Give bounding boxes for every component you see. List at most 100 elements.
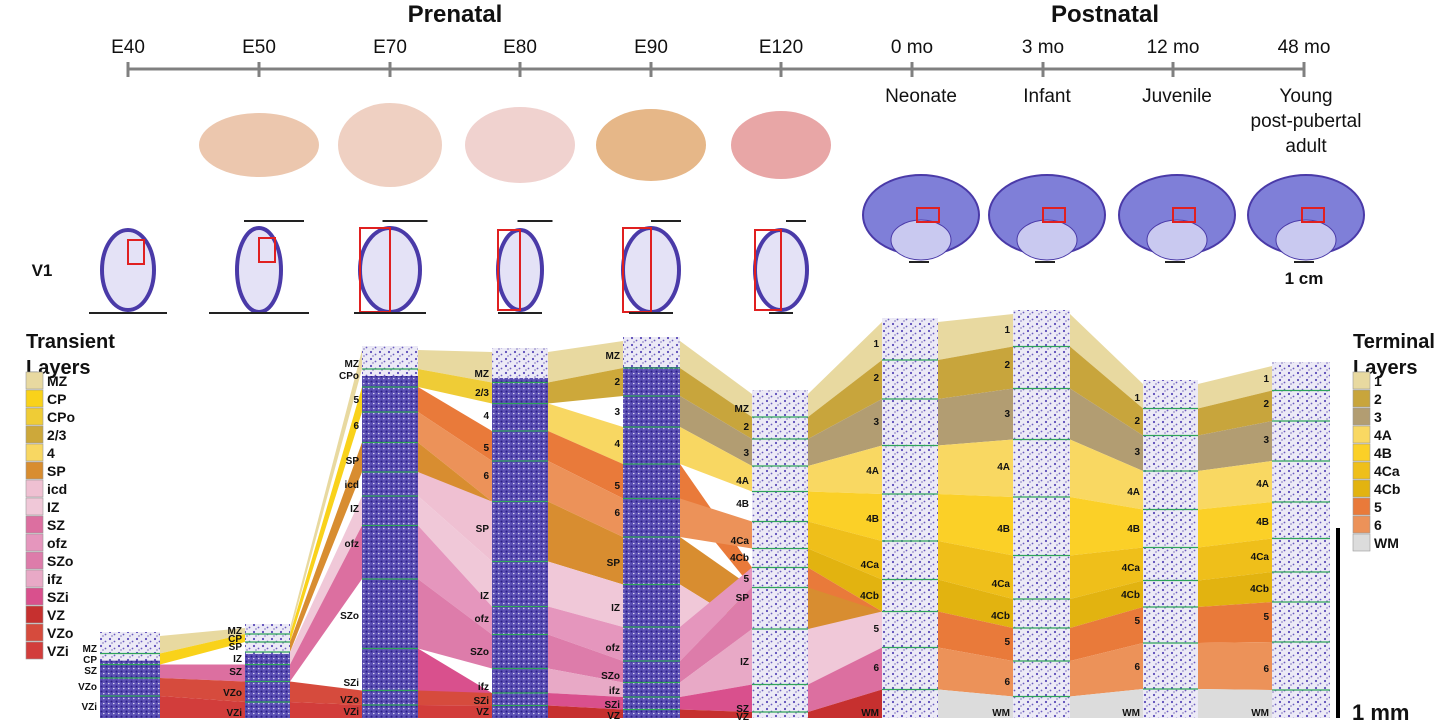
layer-label: IZ bbox=[480, 591, 489, 602]
layer-band-SZ bbox=[290, 525, 362, 682]
layer-label: 4B bbox=[736, 499, 749, 510]
layer-label: VZi bbox=[226, 708, 242, 719]
layer-band-5 bbox=[938, 611, 1013, 661]
layer-label: ifz bbox=[478, 682, 489, 693]
cerebellum bbox=[1275, 219, 1337, 261]
legend-label: 4Ca bbox=[1374, 463, 1400, 479]
legend-label: 1 bbox=[1374, 373, 1382, 389]
legend-label: 2 bbox=[1374, 391, 1382, 407]
layer-band-4A bbox=[938, 439, 1013, 497]
layer-band-4B bbox=[1198, 502, 1272, 548]
layer-label: VZi bbox=[81, 702, 97, 713]
legend-swatch-4 bbox=[25, 443, 44, 462]
legend-swatch-2/3 bbox=[25, 425, 44, 444]
layer-label: 2 bbox=[873, 373, 879, 384]
layer-band-VZo bbox=[160, 678, 245, 702]
legend-swatch-4B bbox=[1352, 443, 1371, 462]
nissl-stained-column bbox=[100, 632, 160, 661]
nissl-stained-column bbox=[623, 337, 680, 718]
nissl-stained-column bbox=[362, 346, 418, 376]
layer-label: 4Cb bbox=[991, 611, 1010, 622]
legend-swatch-SZo bbox=[25, 551, 44, 570]
legend-swatch-1 bbox=[1352, 371, 1371, 390]
layer-label: 4Ca bbox=[731, 536, 750, 547]
legends: TransientLayersMZCPCPo2/34SPicdIZSZofzSZ… bbox=[25, 331, 1435, 660]
nissl-stained-column bbox=[1143, 380, 1198, 718]
layer-band-IZ bbox=[290, 496, 362, 665]
stage-juvenile: Juvenile bbox=[1142, 86, 1212, 107]
v1-highlight-box bbox=[1042, 207, 1066, 223]
tissue-column-12mo: 1 2 3 4A 4B 4Ca 4Cb 5 6 WM bbox=[1121, 380, 1198, 719]
layer-band-ifz bbox=[548, 668, 623, 697]
layer-label: 4Cb bbox=[730, 553, 749, 564]
stage-neonate: Neonate bbox=[885, 86, 957, 107]
layer-label: SP bbox=[476, 524, 490, 535]
layer-label: 5 bbox=[1263, 612, 1269, 623]
layer-label: 3 bbox=[1134, 447, 1140, 458]
layer-label: 5 bbox=[1004, 637, 1010, 648]
layer-band-IZ bbox=[418, 496, 492, 607]
legend-swatch-CP bbox=[25, 389, 44, 408]
cerebellum bbox=[1146, 219, 1208, 261]
timeline-label: E90 bbox=[634, 37, 668, 58]
v1-highlight-box bbox=[754, 229, 782, 311]
nissl-stained-column bbox=[1272, 362, 1330, 718]
layer-label: 4B bbox=[1127, 524, 1140, 535]
layer-band-MZ bbox=[290, 350, 362, 634]
legend-label: SZ bbox=[47, 517, 65, 533]
legend-label: CPo bbox=[47, 409, 75, 425]
layer-band-4Ca bbox=[938, 541, 1013, 599]
layer-label: 3 bbox=[1263, 435, 1269, 446]
layer-label: 2 bbox=[743, 422, 749, 433]
layer-band-SZi bbox=[548, 693, 623, 710]
legend-label: 4 bbox=[47, 445, 55, 461]
layer-label: SZi bbox=[473, 696, 489, 707]
layer-band-5 bbox=[548, 431, 623, 499]
layer-band-6 bbox=[548, 461, 623, 537]
layer-band-VZ bbox=[548, 705, 623, 718]
legend-swatch-3 bbox=[1352, 407, 1371, 426]
layer-band-SZi bbox=[680, 684, 752, 712]
layer-label: 6 bbox=[483, 471, 489, 482]
layer-band-3 bbox=[808, 399, 882, 466]
layer-band-1 bbox=[1070, 314, 1143, 409]
cerebellum bbox=[890, 219, 952, 261]
legend-swatch-ofz bbox=[25, 533, 44, 552]
timeline-label: E40 bbox=[111, 37, 145, 58]
layer-label: SP bbox=[736, 593, 750, 604]
layer-label: SZ bbox=[736, 704, 749, 715]
legend-label: MZ bbox=[47, 373, 68, 389]
timeline-label: 48 mo bbox=[1278, 37, 1331, 58]
layer-label: WM bbox=[992, 708, 1010, 719]
brain-photo bbox=[199, 113, 319, 177]
legend-label: SP bbox=[47, 463, 66, 479]
layer-band-4A bbox=[808, 445, 882, 494]
layer-label: MZ bbox=[228, 626, 242, 637]
layer-band-5 bbox=[418, 387, 492, 461]
layer-label: 4A bbox=[866, 466, 879, 477]
legend-swatch-WM bbox=[1352, 533, 1371, 552]
layer-band-WM bbox=[1070, 689, 1143, 718]
layer-band-4Cb bbox=[1198, 572, 1272, 607]
layer-band-2 bbox=[938, 346, 1013, 399]
layer-band-SZ bbox=[160, 664, 245, 682]
layer-label: SP bbox=[346, 456, 360, 467]
layer-label: 4Ca bbox=[861, 560, 880, 571]
layer-label: IZ bbox=[611, 603, 620, 614]
layer-label: 3 bbox=[1004, 409, 1010, 420]
layer-band-CPo bbox=[418, 369, 492, 404]
tissue-column-0mo: 1 2 3 4A 4B 4Ca 4Cb 5 6 WM bbox=[860, 318, 938, 719]
legend-swatch-2 bbox=[1352, 389, 1371, 408]
layer-label: MZ bbox=[345, 359, 359, 370]
legend-label: 3 bbox=[1374, 409, 1382, 425]
layer-label: 6 bbox=[353, 421, 359, 432]
postnatal-heading: Postnatal bbox=[1051, 1, 1159, 28]
v1-highlight-box bbox=[1301, 207, 1325, 223]
layer-band-MZ bbox=[548, 341, 623, 383]
timeline-label: 3 mo bbox=[1022, 37, 1064, 58]
legend-label: SZi bbox=[47, 589, 69, 605]
